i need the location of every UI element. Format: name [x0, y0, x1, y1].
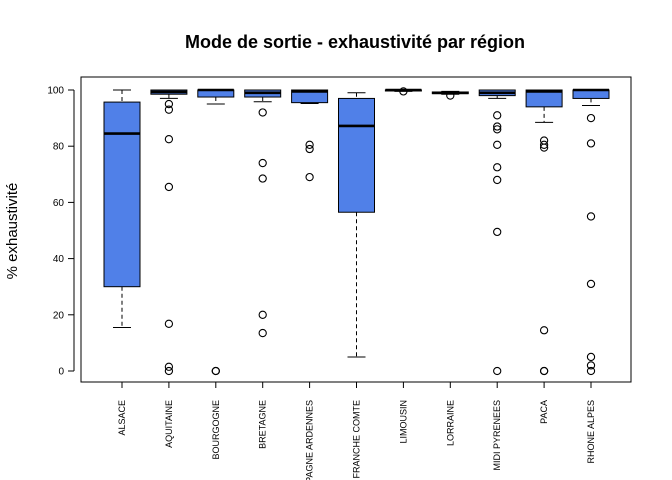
outlier-point — [539, 136, 549, 145]
outlier-point — [164, 99, 174, 109]
outlier-point — [586, 113, 596, 123]
x-tick-label: BRETAGNE — [258, 400, 268, 449]
x-tick-label: RHONE ALPES — [586, 400, 596, 464]
x-tick-label: FRANCHE COMTE — [352, 400, 362, 479]
outlier-point — [305, 172, 314, 182]
x-tick-label: LORRAINE — [445, 400, 455, 446]
box-group-lorraine — [431, 90, 469, 100]
y-tick-label: 100 — [47, 86, 64, 97]
axes-layer: 0 20 40 60 80 100 ALSACE AQUITAINE BOURGOGNE BRET… — [47, 86, 596, 480]
outlier-point — [164, 319, 174, 328]
outlier-point — [305, 144, 314, 154]
outlier-point — [493, 122, 502, 131]
chart-title: Mode de sortie - exhaustivité par région — [185, 32, 525, 52]
outlier-point — [493, 111, 502, 120]
box-group-midi-pyrenees — [478, 89, 516, 376]
outlier-point — [586, 212, 596, 221]
outlier-point — [539, 366, 549, 376]
x-tick-label: LIMOUSIN — [398, 400, 408, 444]
box-group-paca — [525, 89, 563, 376]
outlier-point — [446, 91, 455, 100]
outlier-point — [164, 362, 174, 371]
outlier-point — [586, 139, 596, 148]
outlier-point — [586, 366, 596, 376]
box-group-limousin — [384, 87, 422, 96]
x-tick-label: ALSACE — [117, 400, 127, 436]
outlier-point — [258, 108, 267, 117]
outlier-point — [493, 227, 502, 237]
outlier-point — [539, 140, 549, 149]
outlier-point — [258, 158, 267, 168]
x-tick-label: CHAMPAGNE ARDENNES — [305, 400, 315, 480]
outlier-point — [164, 182, 174, 192]
y-tick-label: 60 — [53, 198, 65, 209]
outlier-point — [493, 366, 502, 376]
outlier-point — [493, 175, 502, 185]
box-group-aquitaine — [150, 89, 188, 376]
outlier-point — [164, 366, 174, 376]
y-axis-label: % exhaustivité — [4, 183, 21, 280]
outlier-point — [493, 163, 502, 172]
y-tick-label: 40 — [53, 254, 65, 265]
outlier-point — [586, 279, 596, 289]
outlier-point — [539, 143, 549, 152]
outlier-point — [164, 105, 174, 114]
box-iqr — [338, 97, 375, 213]
x-tick-label: PACA — [539, 400, 549, 424]
boxes-layer — [103, 87, 610, 376]
box-group-bourgogne — [197, 88, 235, 376]
x-tick-label: BOURGOGNE — [211, 400, 221, 460]
outlier-point — [586, 352, 596, 362]
outlier-point — [258, 310, 267, 319]
box-iqr — [525, 89, 563, 108]
outlier-point — [258, 174, 267, 183]
outlier-point — [258, 328, 267, 338]
box-iqr — [291, 89, 329, 104]
outlier-point — [493, 125, 502, 134]
box-iqr — [103, 101, 141, 288]
box-group-alsace — [103, 89, 141, 328]
box-group-champagne-ardennes — [291, 89, 329, 182]
outlier-point — [211, 366, 220, 376]
outlier-point — [586, 361, 596, 370]
outlier-point — [399, 87, 408, 96]
outlier-point — [305, 140, 314, 149]
box-group-rhone-alpes — [572, 88, 610, 376]
outlier-point — [164, 135, 174, 144]
x-tick-label: MIDI PYRENEES — [492, 400, 502, 471]
x-tick-label: AQUITAINE — [164, 400, 174, 448]
y-tick-label: 20 — [53, 310, 65, 321]
outlier-point — [539, 326, 549, 335]
box-group-franche-comte — [338, 92, 375, 358]
box-group-bretagne — [244, 89, 282, 338]
outlier-point — [493, 140, 502, 149]
y-tick-label: 80 — [53, 142, 65, 153]
y-tick-label: 0 — [58, 367, 64, 378]
